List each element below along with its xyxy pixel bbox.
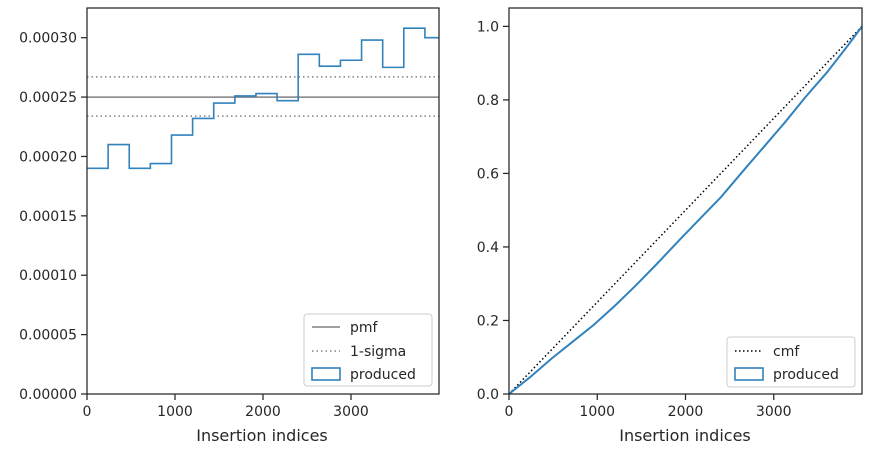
left-y-tick-label: 0.00020 [19, 149, 77, 165]
produced-cumulative-line [508, 25, 863, 395]
left-legend-label: 1-sigma [350, 344, 406, 360]
right-y-tick-label: 0.8 [477, 93, 499, 109]
legend-swatch-produced [311, 367, 341, 381]
produced-histogram-step [87, 27, 439, 170]
right-plot-marks [508, 25, 863, 395]
left-legend-label: pmf [350, 320, 379, 336]
left-y-tick-label: 0.00000 [19, 387, 77, 403]
right-x-tick-label: 3000 [756, 404, 792, 420]
right-chart-panel: 0 1000 2000 3000 0.0 0.2 0.4 0.6 0.8 1.0 Insertio… [477, 7, 863, 445]
left-plot-marks [87, 27, 439, 170]
left-chart-panel: 0 1000 2000 3000 0.00000 0.00005 0.00010 0.0001… [19, 7, 440, 445]
left-axis-ticks: 0 1000 2000 3000 0.00000 0.00005 0.00010 0.0001… [19, 31, 369, 420]
right-plot-frame [508, 7, 863, 395]
right-legend: cmf produced [726, 336, 856, 388]
right-y-tick-label: 1.0 [477, 19, 499, 35]
right-x-axis-label: Insertion indices [619, 426, 751, 445]
left-x-tick-label: 1000 [157, 404, 193, 420]
left-x-axis-label: Insertion indices [196, 426, 328, 445]
left-y-tick-label: 0.00025 [19, 90, 77, 106]
left-y-tick-label: 0.00015 [19, 209, 77, 225]
right-y-tick-label: 0.6 [477, 166, 499, 182]
left-x-tick-label: 2000 [245, 404, 281, 420]
right-x-tick-label: 1000 [579, 404, 615, 420]
left-y-tick-label: 0.00005 [19, 328, 77, 344]
right-y-tick-label: 0.2 [477, 313, 499, 329]
left-y-tick-label: 0.00030 [19, 31, 77, 47]
right-legend-label: cmf [773, 344, 800, 360]
left-legend-label: produced [350, 367, 416, 383]
right-axes-frame [508, 7, 863, 395]
right-y-tick-label: 0.0 [477, 387, 499, 403]
right-x-tick-label: 2000 [668, 404, 704, 420]
right-legend-label: produced [773, 367, 839, 383]
left-legend: pmf 1-sigma produced [303, 313, 433, 387]
left-x-tick-label: 3000 [333, 404, 369, 420]
cmf-line [508, 25, 863, 395]
right-legend-box [726, 336, 856, 388]
left-y-tick-label: 0.00010 [19, 268, 77, 284]
legend-swatch-produced [734, 367, 764, 381]
right-y-tick-label: 0.4 [477, 240, 499, 256]
right-axis-ticks: 0 1000 2000 3000 0.0 0.2 0.4 0.6 0.8 1.0 [477, 19, 792, 420]
left-x-tick-label: 0 [83, 404, 92, 420]
right-x-tick-label: 0 [505, 404, 514, 420]
